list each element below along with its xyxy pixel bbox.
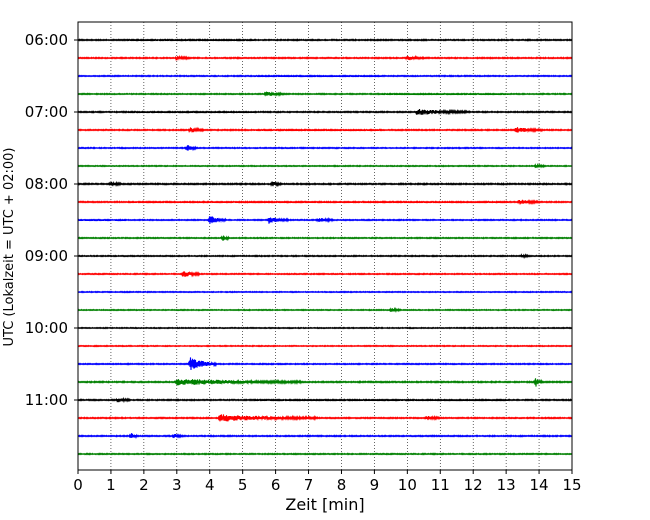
seismic-trace: [77, 452, 573, 456]
plot-frame: [77, 21, 573, 471]
seismic-trace: [77, 357, 573, 370]
x-tick-label: 3: [172, 476, 182, 494]
seismic-trace: [77, 38, 573, 42]
seismic-trace: [77, 199, 573, 206]
seismic-trace: [77, 54, 573, 62]
seismic-trace: [77, 326, 573, 330]
seismic-trace: [77, 126, 573, 134]
x-tick-label: 1: [106, 476, 116, 494]
x-tick-label: 0: [73, 476, 83, 494]
y-tick-label: 09:00: [25, 247, 68, 265]
seismic-trace: [77, 145, 573, 152]
seismic-trace: [77, 378, 573, 387]
x-tick-label: 6: [271, 476, 281, 494]
seismic-trace: [77, 74, 573, 78]
x-tick-label: 10: [398, 476, 417, 494]
seismic-trace: [77, 414, 573, 422]
seismic-trace: [77, 180, 573, 188]
seismic-trace: [77, 108, 573, 116]
x-tick-label: 7: [304, 476, 314, 494]
seismic-trace: [77, 91, 573, 98]
x-tick-label: 14: [530, 476, 549, 494]
x-tick-label: 4: [205, 476, 215, 494]
x-tick-label: 2: [139, 476, 149, 494]
seismic-trace: [77, 235, 573, 242]
seismic-trace: [77, 396, 573, 404]
traces: [77, 38, 573, 456]
x-tick-label: 9: [370, 476, 380, 494]
seismic-trace: [77, 290, 573, 294]
y-tick-label: 10:00: [25, 319, 68, 337]
x-tick-label: 8: [337, 476, 347, 494]
y-axis-ticks: 06:00 07:00 08:00 09:00 10:00 11:00: [25, 31, 78, 409]
seismic-trace: [77, 344, 573, 348]
x-tick-label: 15: [562, 476, 581, 494]
x-axis-ticks: 0 1 2 3 4 5 6 7 8 9 10 11 12 13 14 15: [73, 470, 582, 494]
seismic-trace: [77, 162, 573, 169]
y-tick-label: 06:00: [25, 31, 68, 49]
x-tick-label: 11: [431, 476, 450, 494]
x-tick-label: 12: [464, 476, 483, 494]
y-axis-label: UTC (Lokalzeit = UTC + 02:00): [2, 148, 17, 347]
y-tick-label: 08:00: [25, 175, 68, 193]
y-tick-label: 07:00: [25, 103, 68, 121]
x-tick-label: 13: [497, 476, 516, 494]
seismic-trace: [77, 253, 573, 260]
y-tick-label: 11:00: [25, 391, 68, 409]
seismic-trace: [77, 306, 573, 313]
x-axis-label: Zeit [min]: [285, 495, 364, 514]
seismic-trace: [77, 270, 573, 278]
seismic-trace: [77, 433, 573, 440]
seismic-trace: [77, 216, 573, 224]
x-tick-label: 5: [238, 476, 248, 494]
